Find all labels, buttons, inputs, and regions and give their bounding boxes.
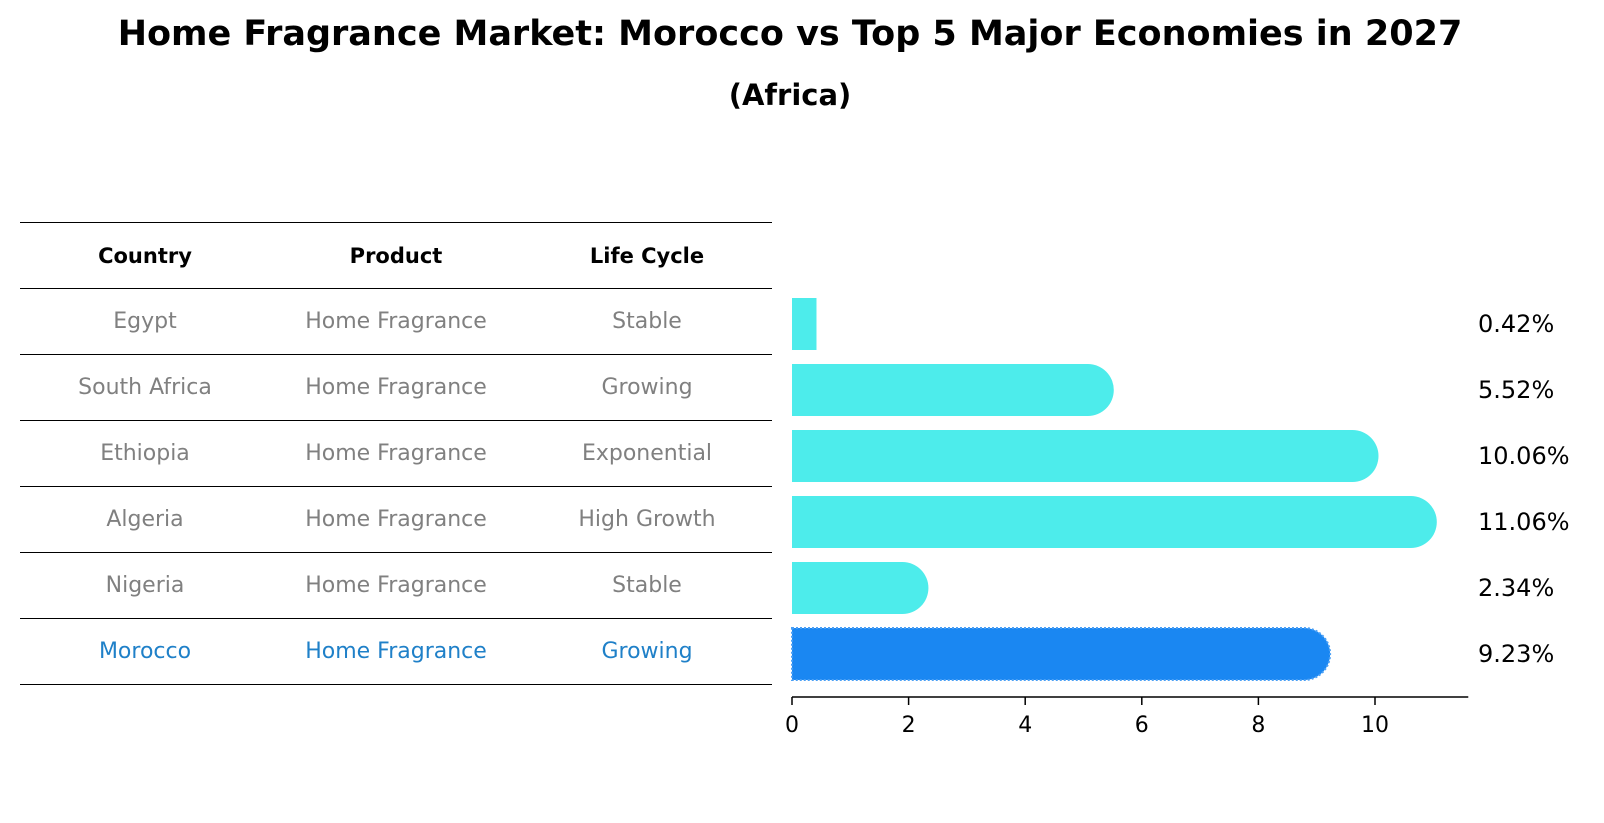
header-product: Product [349, 243, 443, 268]
bar-morocco [791, 627, 1332, 681]
cell-life-cycle: High Growth [578, 507, 716, 532]
cell-product: Home Fragrance [305, 573, 487, 598]
x-tick-label: 10 [1361, 713, 1389, 738]
value-label: 9.23% [1478, 640, 1554, 668]
chart-title: Home Fragrance Market: Morocco vs Top 5 … [117, 14, 1463, 54]
value-label: 5.52% [1478, 376, 1554, 404]
value-label: 10.06% [1478, 442, 1570, 470]
cell-life-cycle: Growing [601, 639, 693, 664]
x-tick-label: 2 [902, 713, 916, 738]
cell-product: Home Fragrance [305, 639, 487, 664]
cell-country: Ethiopia [100, 441, 190, 466]
cell-country: Nigeria [105, 573, 185, 598]
cell-life-cycle: Growing [601, 375, 693, 400]
table-row: Egypt Home Fragrance Stable [20, 289, 772, 355]
table-header-row: Country Product Life Cycle [20, 223, 772, 289]
x-tick-label: 4 [1018, 713, 1032, 738]
cell-product: Home Fragrance [305, 507, 487, 532]
cell-life-cycle: Stable [612, 573, 682, 598]
cell-product: Home Fragrance [305, 309, 487, 334]
bar-south-africa [792, 364, 1114, 416]
table-row-highlight: Morocco Home Fragrance Growing [20, 619, 772, 685]
x-tick-label: 0 [785, 713, 799, 738]
table-row: Algeria Home Fragrance High Growth [20, 487, 772, 553]
value-label: 0.42% [1478, 310, 1554, 338]
country-table: Country Product Life Cycle Egypt Home Fr… [20, 222, 772, 685]
bar-nigeria [792, 562, 929, 614]
cell-country: Morocco [98, 639, 192, 664]
value-labels-layer: 0.42% 5.52% 10.06% 11.06% 2.34% 9.23% [1478, 310, 1570, 668]
x-tick-label: 6 [1135, 713, 1149, 738]
table-row: Nigeria Home Fragrance Stable [20, 553, 772, 619]
x-tick-label: 8 [1251, 713, 1265, 738]
bar-egypt [792, 298, 817, 350]
table-row: South Africa Home Fragrance Growing [20, 355, 772, 421]
cell-life-cycle: Exponential [581, 441, 713, 466]
bars-layer [791, 298, 1437, 681]
header-life-cycle: Life Cycle [589, 243, 705, 268]
cell-product: Home Fragrance [305, 375, 487, 400]
table-row: Ethiopia Home Fragrance Exponential [20, 421, 772, 487]
cell-country: South Africa [78, 375, 212, 400]
cell-product: Home Fragrance [305, 441, 487, 466]
cell-country: Egypt [113, 309, 177, 334]
header-country: Country [98, 243, 192, 268]
cell-life-cycle: Stable [612, 309, 682, 334]
chart-subtitle: (Africa) [728, 78, 852, 112]
value-label: 11.06% [1478, 508, 1570, 536]
value-label: 2.34% [1478, 574, 1554, 602]
bar-algeria [792, 496, 1437, 548]
cell-country: Algeria [106, 507, 184, 532]
x-axis: 0 2 4 6 8 10 [785, 696, 1469, 738]
bar-ethiopia [792, 430, 1379, 482]
